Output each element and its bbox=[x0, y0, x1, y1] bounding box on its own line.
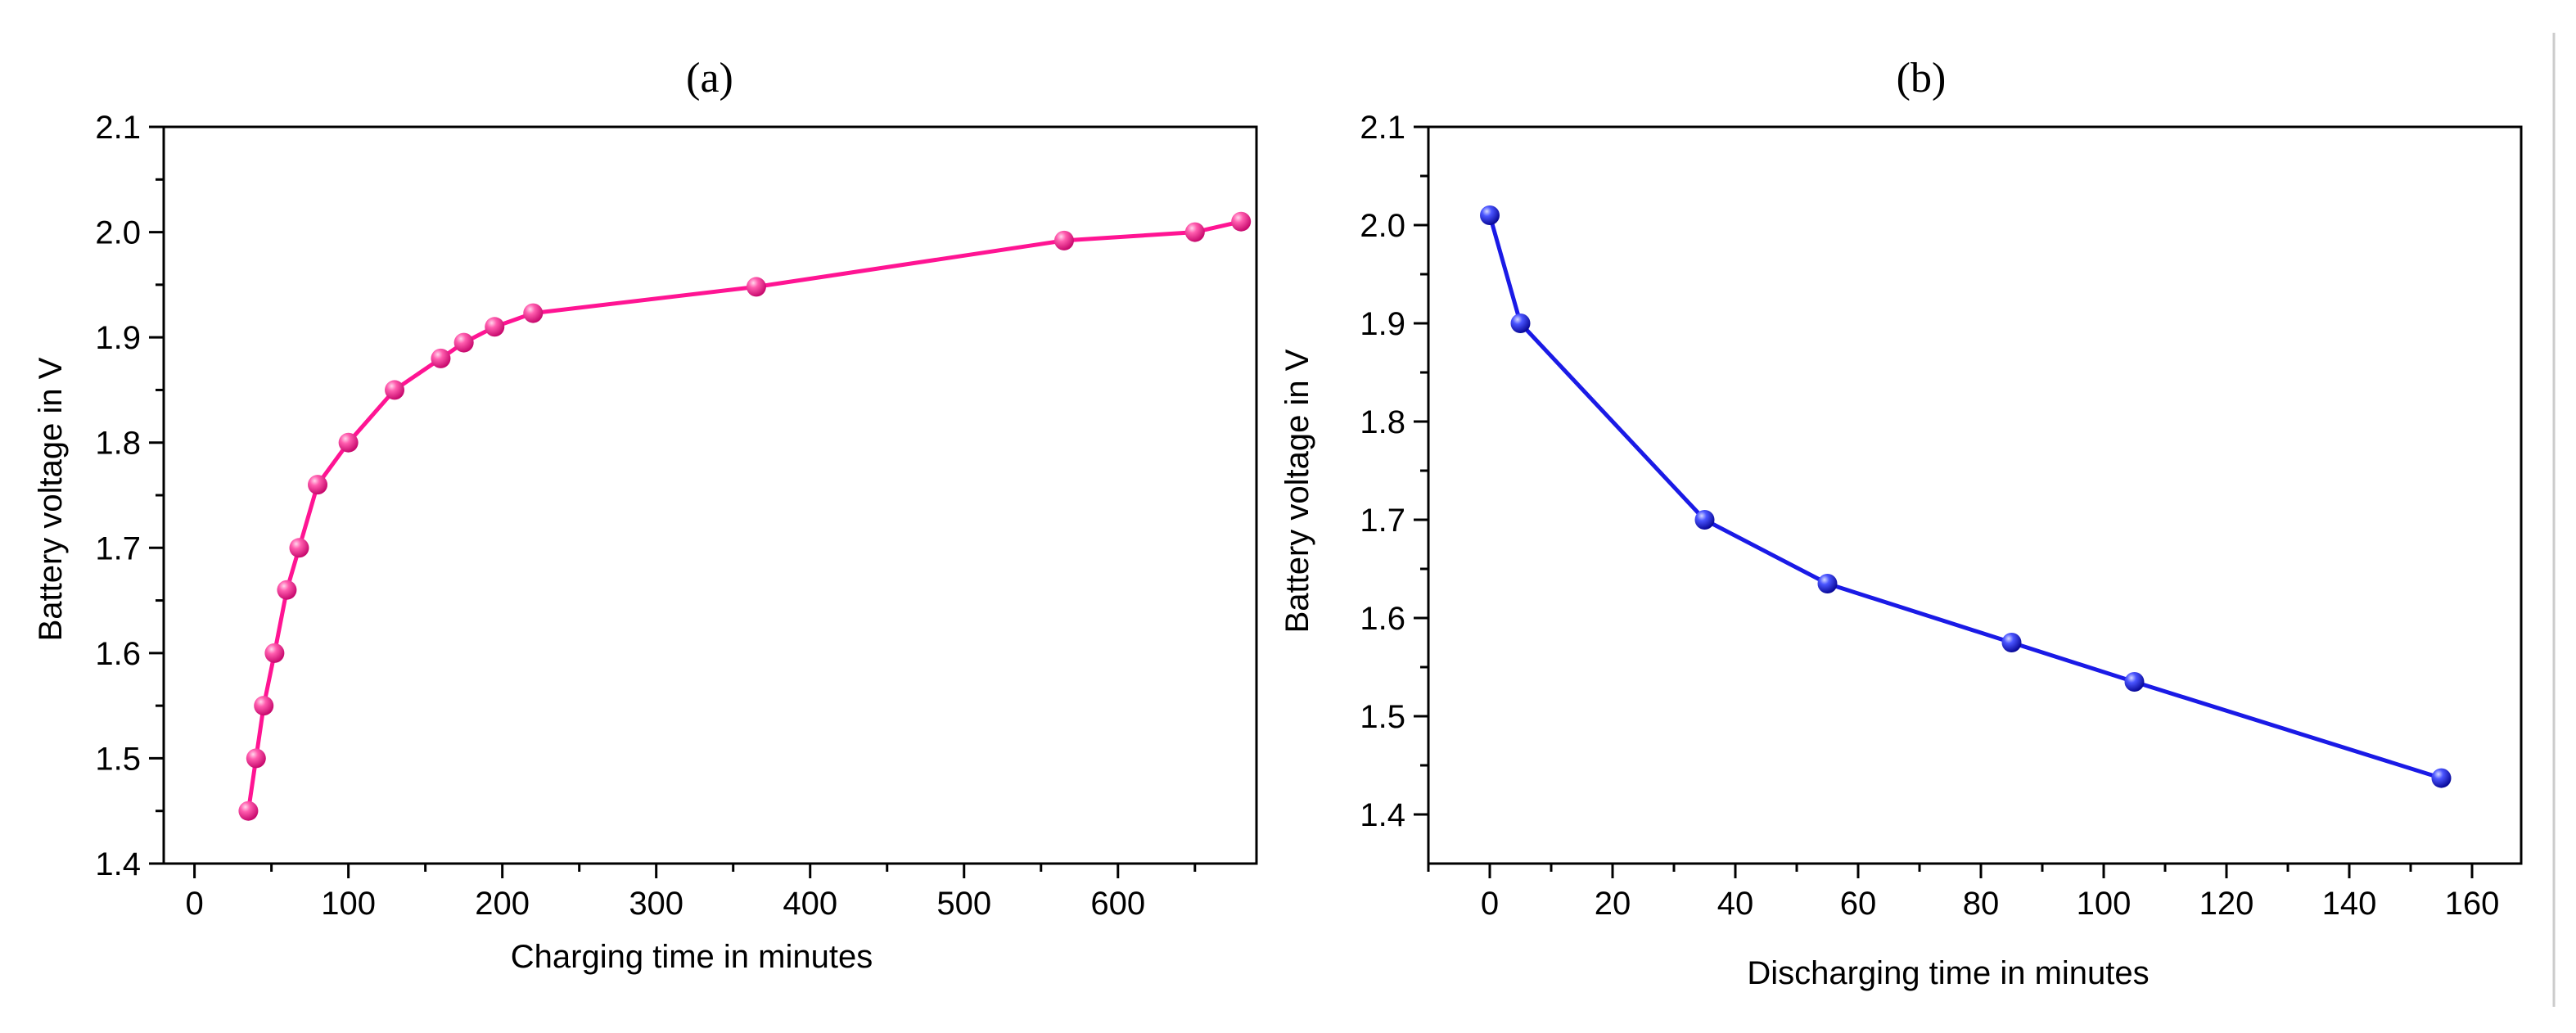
x-axis-ticks: 0 100 200 300 400 500 600 bbox=[185, 864, 1197, 922]
x-tick-label: 200 bbox=[475, 886, 530, 922]
y-axis-label: Battery voltage in V bbox=[1279, 349, 1315, 633]
data-point bbox=[746, 277, 766, 297]
data-point bbox=[431, 348, 451, 368]
x-tick-label: 140 bbox=[2322, 886, 2377, 922]
x-tick-label: 80 bbox=[1963, 886, 2000, 922]
panel-label: (b) bbox=[1897, 55, 1947, 101]
y-tick-label: 2.0 bbox=[95, 215, 141, 251]
data-point bbox=[289, 538, 309, 558]
y-tick-label: 2.0 bbox=[1360, 208, 1405, 244]
data-point bbox=[246, 748, 266, 769]
data-point bbox=[238, 801, 259, 821]
data-point bbox=[264, 643, 285, 663]
x-tick-label: 40 bbox=[1717, 886, 1754, 922]
y-axis-ticks: 1.4 1.5 1.6 1.7 1.8 1.9 2.0 2.1 bbox=[95, 110, 164, 882]
y-tick-label: 1.7 bbox=[1360, 503, 1405, 539]
y-tick-label: 1.4 bbox=[95, 846, 141, 882]
series-group bbox=[238, 211, 1252, 821]
y-tick-label: 2.1 bbox=[1360, 110, 1405, 146]
data-point bbox=[277, 580, 297, 600]
x-tick-label: 160 bbox=[2445, 886, 2500, 922]
x-tick-label: 0 bbox=[185, 886, 203, 922]
y-tick-label: 1.7 bbox=[95, 530, 141, 566]
y-tick-label: 1.4 bbox=[1360, 797, 1405, 833]
y-axis-ticks: 1.4 1.5 1.6 1.7 1.8 1.9 2.0 2.1 bbox=[1360, 110, 1428, 833]
y-tick-label: 1.5 bbox=[1360, 699, 1405, 735]
x-tick-label: 100 bbox=[2077, 886, 2132, 922]
data-point bbox=[385, 380, 405, 400]
data-point bbox=[2001, 633, 2022, 652]
x-tick-label: 0 bbox=[1481, 886, 1499, 922]
y-tick-label: 1.6 bbox=[1360, 601, 1405, 637]
x-tick-label: 60 bbox=[1840, 886, 1877, 922]
x-tick-label: 20 bbox=[1595, 886, 1631, 922]
data-point bbox=[338, 432, 359, 453]
x-tick-label: 100 bbox=[321, 886, 376, 922]
data-point bbox=[2124, 672, 2145, 692]
x-tick-label: 120 bbox=[2199, 886, 2254, 922]
series-line bbox=[246, 219, 1242, 812]
y-tick-label: 1.8 bbox=[95, 426, 141, 462]
y-tick-label: 1.6 bbox=[95, 636, 141, 672]
data-point bbox=[1231, 211, 1252, 232]
x-tick-label: 400 bbox=[783, 886, 837, 922]
data-point bbox=[308, 475, 328, 495]
y-tick-label: 2.1 bbox=[95, 110, 141, 146]
x-tick-label: 500 bbox=[936, 886, 991, 922]
y-tick-label: 1.9 bbox=[1360, 306, 1405, 342]
data-point bbox=[1510, 314, 1531, 333]
y-axis-label: Battery voltage in V bbox=[33, 357, 69, 641]
panel-label: (a) bbox=[686, 55, 733, 101]
y-tick-label: 1.9 bbox=[95, 320, 141, 356]
data-point bbox=[523, 303, 544, 323]
data-point bbox=[1053, 230, 1074, 250]
y-tick-label: 1.5 bbox=[95, 741, 141, 777]
data-point bbox=[2431, 768, 2452, 788]
chart-panel-a: 1.4 1.5 1.6 1.7 1.8 1.9 2.0 2.1 0 100 200 300 400 50… bbox=[33, 55, 1258, 975]
x-tick-label: 300 bbox=[629, 886, 683, 922]
data-point bbox=[485, 317, 505, 337]
x-axis-label: Charging time in minutes bbox=[511, 939, 873, 975]
x-axis-label: Discharging time in minutes bbox=[1747, 955, 2149, 991]
data-point bbox=[1817, 574, 1838, 593]
data-point bbox=[1694, 510, 1715, 530]
x-tick-label: 600 bbox=[1090, 886, 1145, 922]
series-line bbox=[1487, 214, 2443, 780]
data-point bbox=[254, 696, 274, 716]
data-point bbox=[1480, 205, 1500, 225]
data-point bbox=[1184, 222, 1205, 242]
series-group bbox=[1480, 205, 2452, 788]
y-tick-label: 1.8 bbox=[1360, 404, 1405, 440]
plot-frame bbox=[1427, 125, 2523, 865]
data-point bbox=[453, 332, 474, 353]
x-axis-ticks: 0 20 40 60 80 100 120 140 160 bbox=[1427, 864, 2500, 922]
chart-panel-b: 1.4 1.5 1.6 1.7 1.8 1.9 2.0 2.1 0 20 40 60 80 100 120… bbox=[1279, 55, 2523, 991]
